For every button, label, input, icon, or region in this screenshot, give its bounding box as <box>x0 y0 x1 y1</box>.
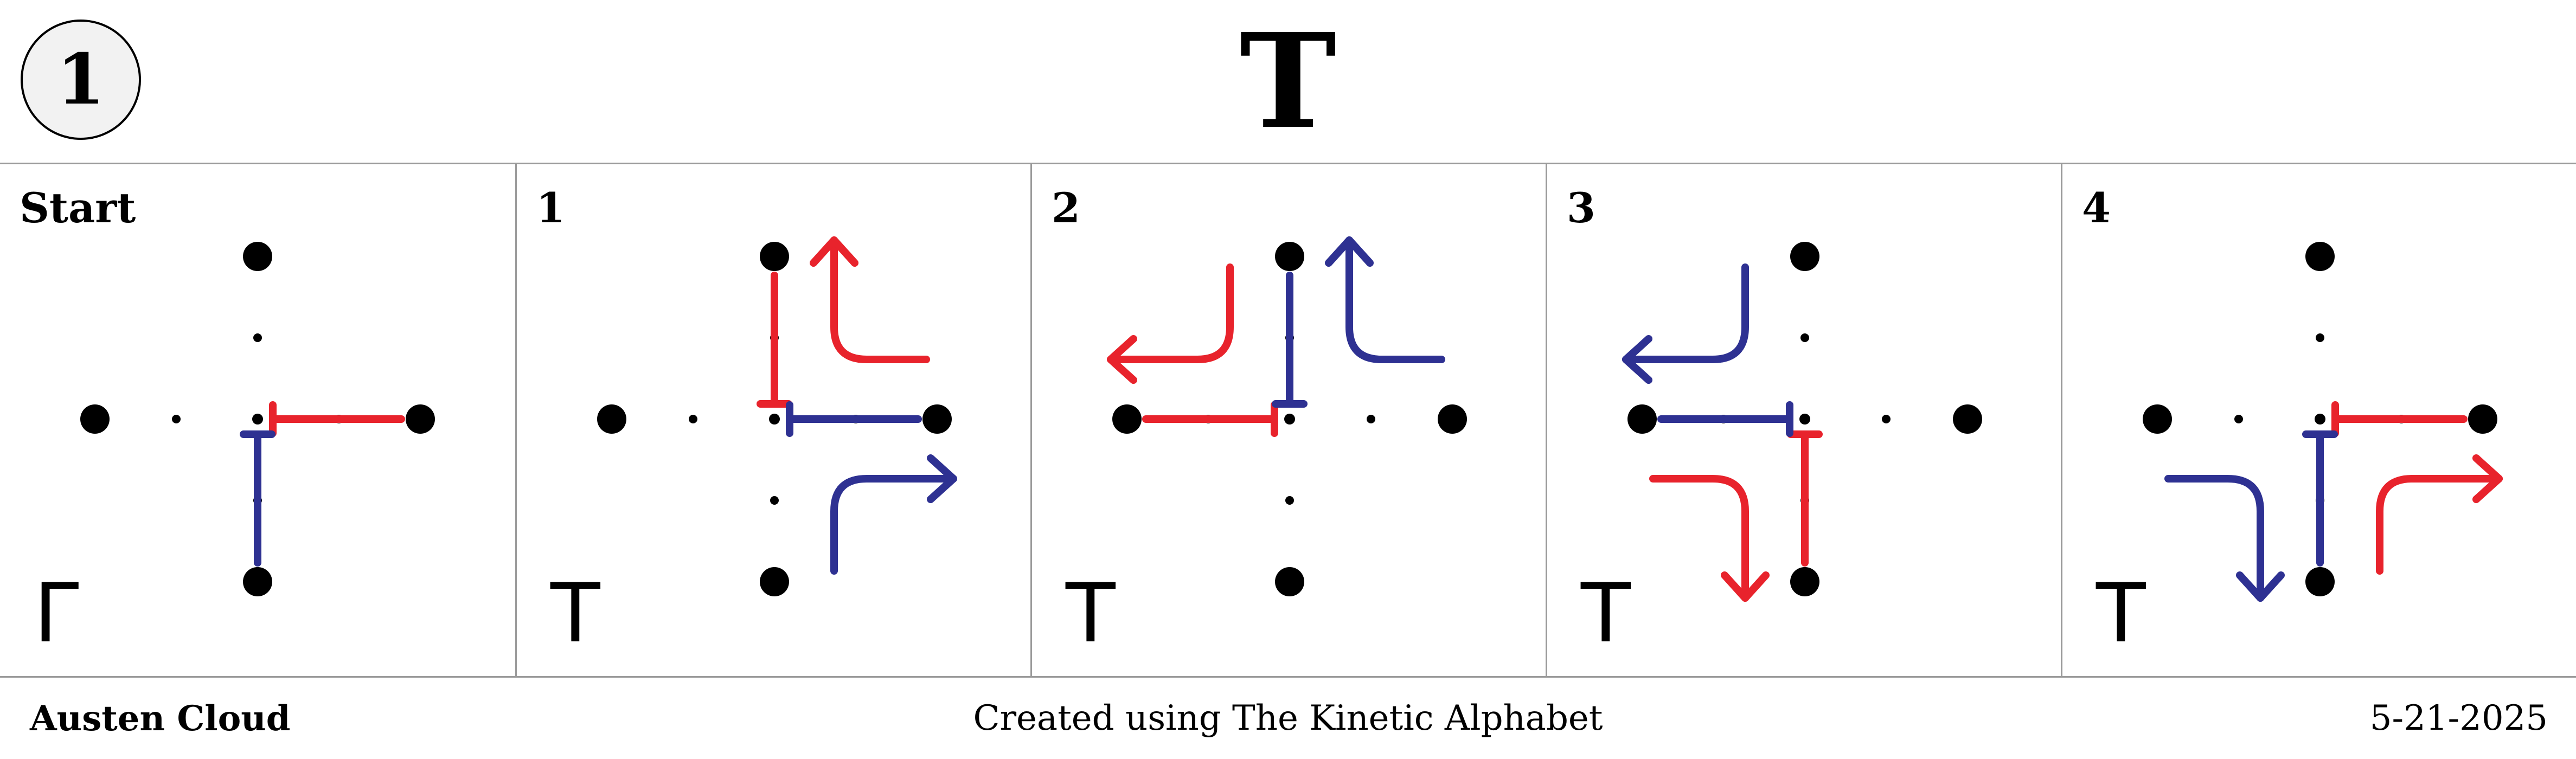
position-dot-right <box>1953 404 1982 434</box>
author-name: Austen Cloud <box>30 698 291 739</box>
letter-title: T <box>1239 5 1337 158</box>
letter-glyph: T <box>1580 567 1631 661</box>
blue-movement-arrow <box>1345 236 1445 363</box>
position-dot-up <box>2305 242 2335 271</box>
blue-movement-arrow-head <box>927 454 957 503</box>
position-dot-right <box>406 404 435 434</box>
letter-glyph: T <box>1065 567 1116 661</box>
step-number: 1 <box>56 39 105 120</box>
position-dot-down <box>243 567 272 596</box>
panel-diagram: T <box>2096 242 2503 661</box>
midpoint-dot-up <box>1800 333 1809 342</box>
position-dot-left <box>597 404 626 434</box>
letter-glyph: Γ <box>34 567 79 661</box>
panel-3: 3 T <box>1546 164 2061 676</box>
panel-strip: Start Γ 1 T 2 T 3 T 4 T <box>0 163 2576 678</box>
panel-label: Start <box>20 184 136 232</box>
panel-label: 2 <box>1052 184 1080 232</box>
midpoint-dot-left <box>689 415 697 423</box>
red-movement-arrow <box>1107 263 1234 363</box>
midpoint-dot-left <box>172 415 181 423</box>
center-dot <box>1284 414 1295 424</box>
red-movement-arrow-head <box>810 236 858 267</box>
panel-label: 4 <box>2082 184 2111 232</box>
panel-diagram: Γ <box>34 242 435 661</box>
panel-diagram: T <box>1065 236 1467 661</box>
center-dot <box>252 414 263 424</box>
midpoint-dot-down <box>1285 496 1294 505</box>
position-dot-up <box>1275 242 1304 271</box>
position-dot-down <box>1790 567 1819 596</box>
blue-movement-arrow <box>2164 475 2264 602</box>
blue-movement-arrow-head <box>1622 335 1652 384</box>
blue-movement-arrow-head <box>2236 571 2285 602</box>
letter-glyph: T <box>550 567 601 661</box>
creation-date: 5-21-2025 <box>2369 698 2548 738</box>
letter-glyph: T <box>2096 567 2146 661</box>
midpoint-dot-up <box>253 333 262 342</box>
position-dot-right <box>2468 404 2497 434</box>
credit-line: Created using The Kinetic Alphabet <box>973 698 1603 738</box>
red-movement-arrow <box>1649 475 1749 602</box>
panel-label: 1 <box>536 184 565 232</box>
blue-movement-arrow <box>830 475 957 575</box>
panel-1: 1 T <box>515 164 1030 676</box>
panel-diagram: T <box>1580 242 1982 661</box>
position-dot-right <box>1438 404 1467 434</box>
panel-4: 4 T <box>2061 164 2576 676</box>
midpoint-dot-up <box>2316 333 2324 342</box>
red-movement-arrow-head <box>2472 454 2503 503</box>
red-movement-arrow-head <box>1721 571 1770 602</box>
step-number-badge: 1 <box>21 20 141 140</box>
red-movement-arrow <box>2376 475 2503 575</box>
position-dot-down <box>2305 567 2335 596</box>
red-movement-arrow-head <box>1107 335 1137 384</box>
position-dot-left <box>1627 404 1657 434</box>
position-dot-left <box>1112 404 1142 434</box>
midpoint-dot-right <box>1882 415 1891 423</box>
center-dot <box>1799 414 1810 424</box>
center-dot <box>769 414 780 424</box>
midpoint-dot-right <box>1367 415 1375 423</box>
position-dot-up <box>1790 242 1819 271</box>
blue-movement-arrow-head <box>1325 236 1374 267</box>
panel-start: Start Γ <box>0 164 515 676</box>
center-dot <box>2315 414 2325 424</box>
position-dot-down <box>760 567 789 596</box>
panel-2: 2 T <box>1030 164 1546 676</box>
position-dot-up <box>243 242 272 271</box>
midpoint-dot-down <box>770 496 779 505</box>
position-dot-down <box>1275 567 1304 596</box>
position-dot-left <box>80 404 110 434</box>
blue-movement-arrow <box>1622 263 1749 363</box>
red-movement-arrow <box>830 236 930 363</box>
panel-label: 3 <box>1567 184 1595 232</box>
position-dot-right <box>922 404 952 434</box>
position-dot-left <box>2143 404 2172 434</box>
midpoint-dot-left <box>2234 415 2243 423</box>
position-dot-up <box>760 242 789 271</box>
panel-diagram: T <box>550 236 957 661</box>
